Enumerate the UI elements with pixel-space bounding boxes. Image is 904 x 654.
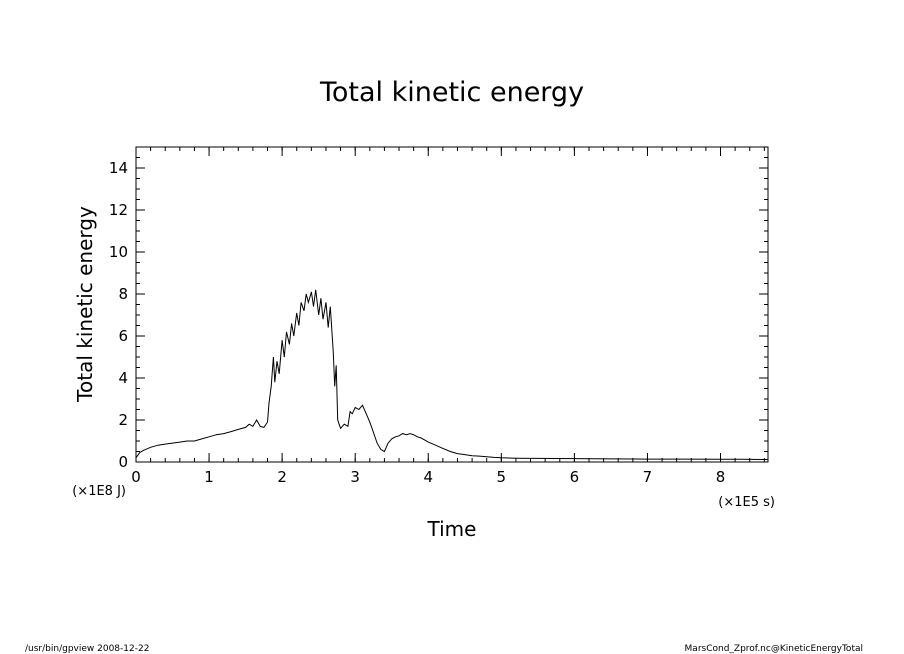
x-tick-label: 6 bbox=[570, 468, 580, 486]
x-tick-label: 0 bbox=[131, 468, 141, 486]
x-tick-label: 7 bbox=[643, 468, 653, 486]
y-tick-label: 8 bbox=[118, 285, 128, 303]
y-tick-label: 6 bbox=[118, 327, 128, 345]
series-line bbox=[135, 289, 769, 460]
y-unit-label: (×1E8 J) bbox=[72, 484, 126, 499]
y-tick-label: 0 bbox=[118, 453, 128, 471]
x-axis-label: Time bbox=[427, 517, 477, 541]
y-tick-label: 4 bbox=[118, 369, 128, 387]
x-tick-label: 3 bbox=[350, 468, 360, 486]
y-tick-label: 12 bbox=[109, 201, 128, 219]
footer-left: /usr/bin/gpview 2008-12-22 bbox=[25, 644, 149, 654]
x-tick-label: 8 bbox=[716, 468, 726, 486]
x-tick-label: 1 bbox=[204, 468, 214, 486]
x-unit-label: (×1E5 s) bbox=[718, 495, 775, 510]
y-axis-label: Total kinetic energy bbox=[73, 206, 97, 403]
chart-title: Total kinetic energy bbox=[319, 77, 584, 108]
footer-right: MarsCond_Zprof.nc@KineticEnergyTotal bbox=[685, 644, 863, 654]
x-tick-label: 4 bbox=[423, 468, 433, 486]
x-tick-label: 5 bbox=[497, 468, 507, 486]
y-tick-label: 14 bbox=[109, 159, 128, 177]
x-axis: 0 1 2 3 4 5 6 7 8 bbox=[131, 147, 765, 486]
x-tick-label: 2 bbox=[277, 468, 287, 486]
plot-frame bbox=[135, 146, 769, 463]
y-axis: 0 2 4 6 8 10 12 14 bbox=[109, 146, 768, 471]
y-tick-label: 2 bbox=[118, 411, 128, 429]
y-tick-label: 10 bbox=[109, 243, 128, 261]
